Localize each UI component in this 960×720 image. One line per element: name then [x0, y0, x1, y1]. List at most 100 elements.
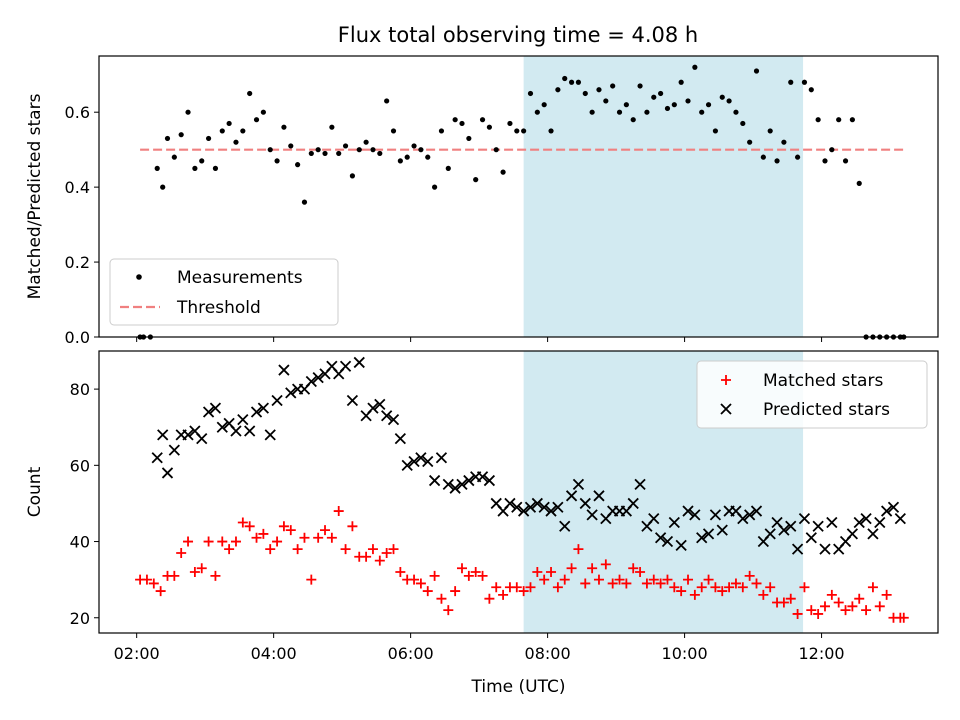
x-tick-label: 12:00: [799, 644, 845, 663]
matched-point: [244, 521, 255, 532]
measurement-point: [521, 128, 527, 134]
measurement-point: [753, 68, 760, 74]
predicted-point: [161, 467, 174, 479]
measurement-point: [397, 158, 403, 164]
matched-point: [443, 605, 454, 616]
predicted-point: [428, 474, 441, 487]
predicted-point: [531, 497, 543, 510]
predicted-point: [880, 505, 893, 517]
measurement-point: [781, 139, 787, 145]
measurement-point: [192, 165, 198, 171]
predicted-point: [785, 520, 797, 532]
matched-point: [573, 544, 584, 555]
predicted-point: [894, 513, 906, 525]
matched-point: [498, 589, 509, 600]
legend-label: Measurements: [177, 268, 303, 288]
predicted-point: [572, 478, 585, 491]
measurement-point: [671, 102, 677, 108]
matched-point: [347, 521, 358, 532]
measurement-point: [658, 90, 664, 97]
predicted-point: [545, 505, 557, 517]
measurement-point: [226, 120, 232, 127]
measurement-point: [575, 79, 582, 85]
measurement-point: [610, 83, 616, 89]
matched-point: [778, 597, 789, 608]
y-axis-label: Count: [25, 466, 45, 517]
predicted-point: [778, 524, 790, 536]
predicted-point: [648, 513, 660, 525]
measurement-point: [164, 135, 171, 142]
matched-point: [792, 608, 803, 619]
predicted-point: [157, 429, 169, 441]
matched-point: [737, 582, 748, 593]
predicted-point: [874, 516, 886, 529]
predicted-point: [661, 535, 674, 548]
predicted-point: [716, 524, 728, 536]
matched-point: [730, 578, 741, 589]
matched-point: [189, 567, 200, 578]
measurement-point: [623, 102, 629, 108]
measurement-point: [329, 124, 335, 130]
predicted-point: [202, 406, 215, 418]
matched-point: [258, 528, 269, 539]
predicted-point: [552, 501, 564, 513]
matched-point: [230, 536, 241, 547]
matched-point: [306, 574, 317, 585]
matched-point: [518, 586, 529, 597]
measurement-point: [486, 124, 492, 130]
predicted-point: [586, 509, 598, 521]
matched-point: [251, 532, 262, 543]
measurement-point: [425, 154, 431, 160]
matched-point: [463, 570, 474, 581]
matched-point: [237, 517, 248, 528]
y-tick-label: 40: [70, 533, 90, 552]
matched-point: [374, 555, 385, 566]
measurement-point: [199, 158, 205, 164]
measurement-point: [479, 117, 486, 123]
matched-point: [381, 547, 392, 558]
highlight-band: [523, 56, 804, 337]
measurement-point: [712, 128, 719, 134]
measurement-point: [459, 120, 465, 127]
matched-point: [196, 563, 207, 574]
measurement-point: [493, 147, 499, 153]
measurement-point: [219, 128, 225, 134]
matched-point: [819, 601, 830, 612]
matched-point: [717, 586, 728, 597]
predicted-point: [846, 528, 859, 540]
measurement-point: [692, 64, 698, 70]
legend-predicted-marker: [720, 403, 732, 415]
measurement-point: [760, 154, 766, 160]
x-axis-label: Time (UTC): [471, 677, 566, 697]
measurement-point: [438, 128, 445, 134]
predicted-point: [524, 501, 537, 513]
matched-point: [580, 578, 591, 589]
predicted-point: [456, 478, 468, 491]
measurement-point: [705, 102, 712, 108]
measurement-point: [849, 117, 855, 123]
predicted-point: [483, 474, 496, 487]
matched-point: [552, 582, 563, 593]
predicted-point: [168, 444, 180, 456]
matched-point: [326, 532, 337, 543]
measurement-point: [342, 143, 349, 149]
measurement-point: [603, 98, 609, 104]
matched-point: [840, 605, 851, 616]
matched-point: [539, 574, 550, 585]
measurement-point: [377, 150, 383, 157]
measurement-point: [808, 87, 814, 93]
measurement-point: [555, 87, 561, 93]
predicted-point: [237, 413, 249, 426]
y-tick-label: 60: [70, 456, 90, 475]
matched-point: [813, 608, 824, 619]
matched-point: [169, 570, 180, 581]
measurement-point: [370, 147, 376, 153]
measurement-point: [418, 147, 424, 153]
measurement-point: [452, 117, 458, 123]
matched-point: [826, 589, 837, 600]
measurement-point: [178, 132, 184, 138]
predicted-point: [285, 387, 297, 399]
predicted-point: [435, 452, 448, 464]
measurement-point: [240, 128, 246, 134]
axes-frame: [98, 55, 939, 338]
